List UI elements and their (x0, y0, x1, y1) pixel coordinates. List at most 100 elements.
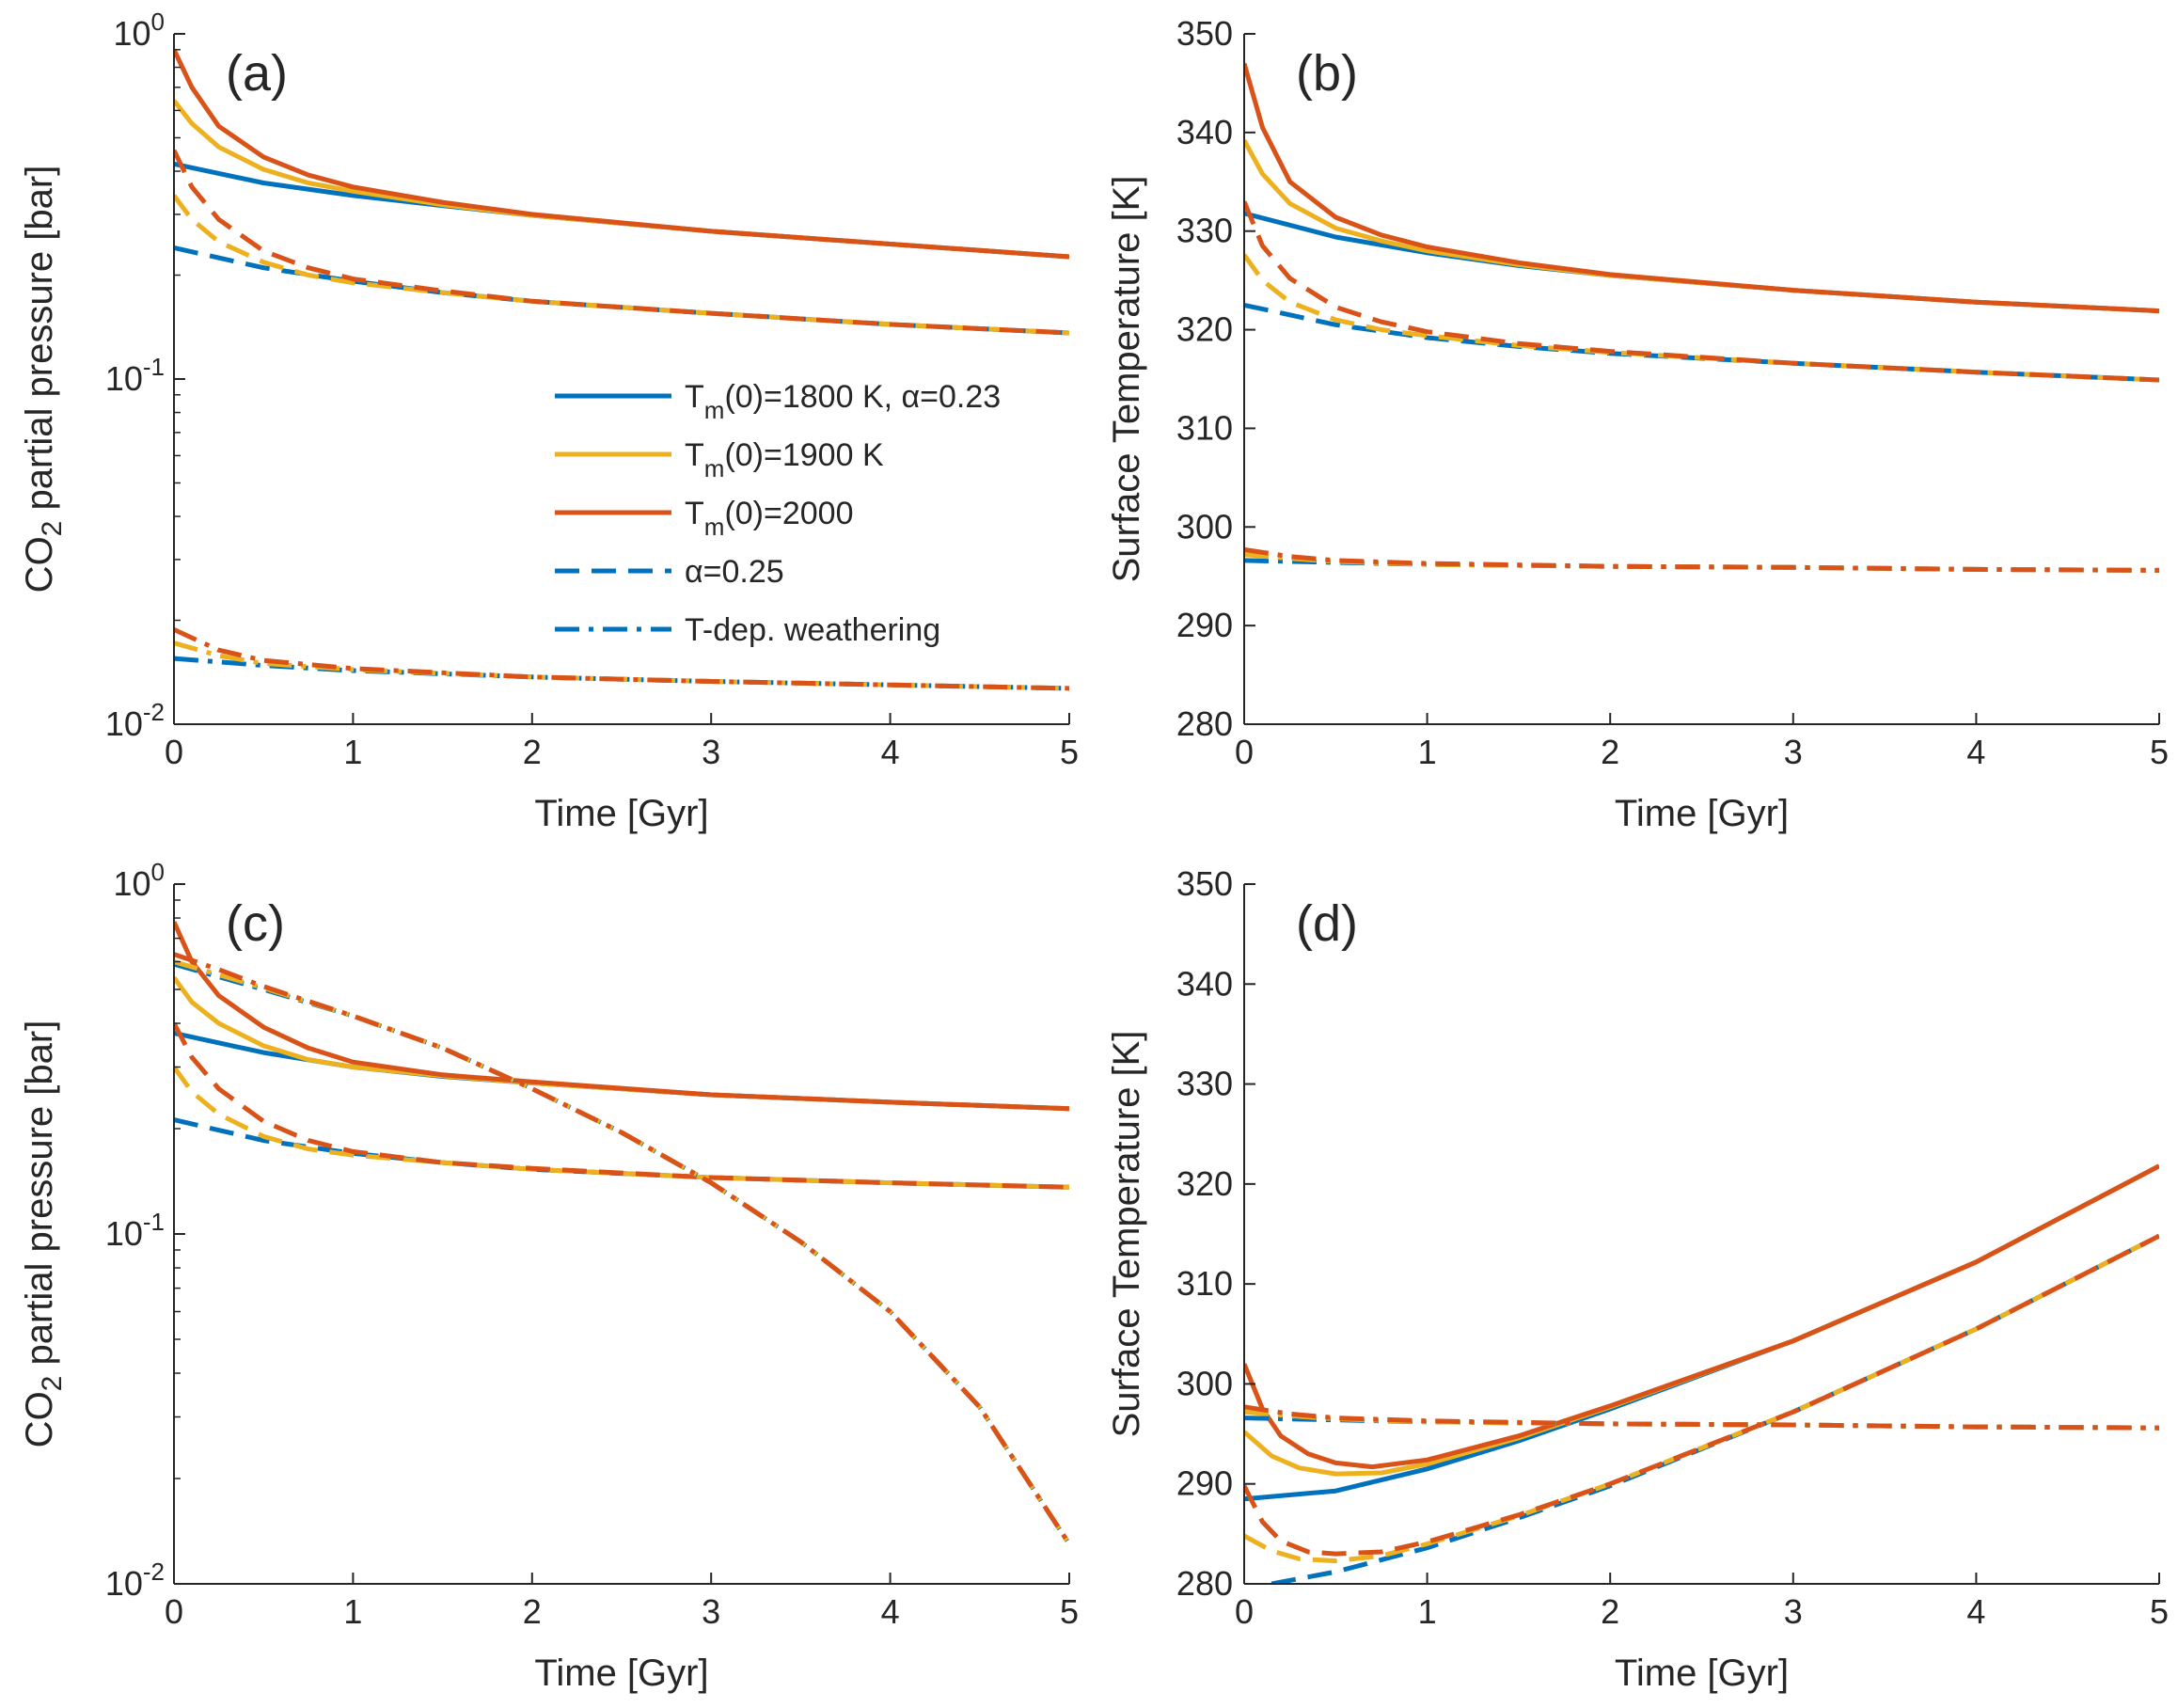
x-axis-label: Time [Gyr] (1615, 1653, 1789, 1694)
x-axis-label: Time [Gyr] (534, 793, 708, 834)
x-tick-label: 4 (1966, 1592, 1985, 1631)
y-tick-label: 300 (1176, 1364, 1233, 1402)
y-axis-label: Surface Temperature [K] (1106, 176, 1147, 583)
legend: Tm(0)=1800 K, α=0.23 Tm(0)=1900 K Tm(0)=20… (555, 379, 1001, 648)
series-line-red-dashed (1244, 1233, 2159, 1557)
panel-label: (a) (226, 45, 288, 102)
x-tick-label: 4 (881, 1592, 900, 1631)
series-line-red-solid (1244, 62, 2159, 314)
series-line-blue-dashed (1244, 302, 2159, 383)
x-tick-label: 5 (1060, 733, 1079, 771)
series-line-red-dashed (174, 1021, 1069, 1190)
series-line-red-dashdot (1244, 546, 2159, 573)
x-tick-label: 3 (1784, 733, 1803, 771)
x-tick-label: 0 (165, 1592, 183, 1631)
y-tick-label: 350 (1176, 14, 1233, 53)
y-tick-label: 280 (1176, 704, 1233, 743)
series-line-yellow-dashdot (174, 640, 1069, 691)
y-tick-label: 340 (1176, 113, 1233, 151)
x-tick-label: 0 (1235, 733, 1254, 771)
series-line-yellow-dashed (1244, 1233, 2159, 1564)
series-line-blue-solid (174, 161, 1069, 260)
x-tick-label: 3 (702, 1592, 720, 1631)
series-line-blue-dashdot (174, 961, 1069, 1545)
y-tick-label: 340 (1176, 964, 1233, 1003)
legend-label: Tm(0)=1800 K, α=0.23 (685, 379, 1001, 424)
x-tick-label: 2 (523, 733, 542, 771)
x-tick-label: 1 (343, 1592, 362, 1631)
y-tick-label: 330 (1176, 212, 1233, 250)
series-line-red-dashed (174, 149, 1069, 336)
series-line-blue-solid (1244, 211, 2159, 314)
panel-b: 0 1 2 3 4 5 280 290 300 310 320 330 340 350 Time [Gyr]… (1106, 14, 2169, 834)
series-line-red-solid (1244, 1163, 2159, 1470)
y-tick-label: 290 (1176, 606, 1233, 644)
series-line-blue-dashdot (174, 656, 1069, 691)
panel-a: 0 1 2 3 4 5 10-2 10-1 100 Time [Gyr] CO2 partial p… (19, 8, 1079, 834)
y-axis-label: Surface Temperature [K] (1106, 1031, 1147, 1438)
panel-d: 0 1 2 3 4 5 280 290 300 310 320 330 340 350 Time [Gyr]… (1106, 864, 2169, 1694)
panel-label: (d) (1296, 895, 1358, 952)
series-line-red-solid (174, 921, 1069, 1112)
series-line-red-dashdot (1244, 1404, 2159, 1431)
x-tick-label: 1 (343, 733, 362, 771)
y-tick-label: 310 (1176, 1264, 1233, 1303)
legend-label: Tm(0)=1900 K (685, 437, 884, 482)
x-tick-label: 4 (1966, 733, 1985, 771)
panel-label: (c) (226, 895, 285, 952)
series-line-yellow-solid (174, 99, 1069, 260)
series-line-yellow-dashed (174, 1066, 1069, 1190)
series-line-red-solid (174, 48, 1069, 260)
x-tick-label: 5 (2150, 733, 2169, 771)
y-tick-label: 350 (1176, 864, 1233, 903)
panel-label: (b) (1296, 45, 1358, 102)
x-tick-label: 3 (702, 733, 720, 771)
y-tick-label: 330 (1176, 1065, 1233, 1103)
series-line-red-dashdot (174, 627, 1069, 691)
x-tick-label: 0 (1235, 1592, 1254, 1631)
y-tick-label: 280 (1176, 1564, 1233, 1603)
y-tick-label: 320 (1176, 1164, 1233, 1203)
series-line-blue-dashed (1270, 1233, 2159, 1584)
x-tick-label: 1 (1418, 1592, 1437, 1631)
y-tick-label: 310 (1176, 408, 1233, 447)
y-axis-label: CO2 partial pressure [bar] (19, 166, 68, 593)
legend-label: Tm(0)=2000 (685, 496, 854, 541)
y-tick-label: 300 (1176, 507, 1233, 546)
x-tick-label: 2 (523, 1592, 542, 1631)
series-line-blue-dashed (174, 245, 1069, 336)
y-tick-label: 320 (1176, 310, 1233, 349)
series-line-red-dashdot (174, 952, 1069, 1545)
x-tick-label: 3 (1784, 1592, 1803, 1631)
y-tick-label: 290 (1176, 1464, 1233, 1503)
y-tick-label: 10-2 (105, 698, 165, 743)
x-axis-label: Time [Gyr] (534, 1653, 708, 1694)
series-line-blue-solid (174, 1031, 1069, 1112)
x-axis-label: Time [Gyr] (1615, 793, 1789, 834)
legend-label: α=0.25 (685, 554, 784, 590)
series-line-red-dashed (1244, 200, 2159, 383)
y-tick-label: 100 (113, 858, 165, 903)
x-tick-label: 4 (881, 733, 900, 771)
series-group (1244, 62, 2159, 573)
series-line-yellow-solid (1244, 139, 2159, 314)
x-tick-label: 5 (2150, 1592, 2169, 1631)
y-axis-label: CO2 partial pressure [bar] (19, 1020, 68, 1448)
x-tick-label: 2 (1601, 1592, 1619, 1631)
x-tick-label: 2 (1601, 733, 1619, 771)
series-group (174, 48, 1069, 691)
series-line-yellow-dashed (174, 194, 1069, 336)
y-tick-label: 100 (113, 8, 165, 53)
series-group (1244, 1163, 2159, 1584)
y-tick-label: 10-1 (105, 353, 165, 398)
x-tick-label: 5 (1060, 1592, 1079, 1631)
series-group (174, 921, 1069, 1545)
y-tick-label: 10-2 (105, 1558, 165, 1603)
x-tick-label: 1 (1418, 733, 1437, 771)
panel-c: 0 1 2 3 4 5 10-2 10-1 100 Time [Gyr] CO2 partial p… (19, 858, 1079, 1694)
y-tick-label: 10-1 (105, 1208, 165, 1253)
x-tick-label: 0 (165, 733, 183, 771)
legend-label: T-dep. weathering (685, 612, 940, 648)
series-line-yellow-dashed (1244, 253, 2159, 383)
